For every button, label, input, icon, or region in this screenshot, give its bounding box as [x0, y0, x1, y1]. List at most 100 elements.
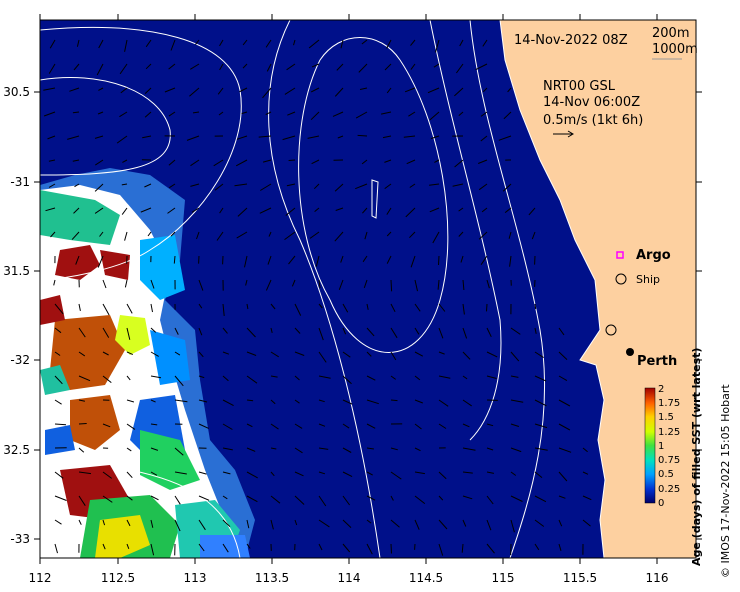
current-vector-icon — [54, 519, 62, 525]
current-vector-icon — [534, 303, 537, 310]
current-vector-icon — [270, 375, 278, 378]
current-vector-icon — [222, 303, 225, 316]
current-vector-icon — [78, 471, 92, 475]
current-vector-icon — [342, 543, 351, 553]
current-vector-icon — [382, 135, 392, 139]
current-vector-icon — [267, 255, 272, 265]
current-source-label: NRT00 GSL — [543, 79, 616, 94]
current-vector-icon — [78, 447, 85, 453]
current-vector-icon — [558, 327, 565, 336]
current-vector-icon — [509, 255, 512, 267]
current-vector-icon — [308, 39, 320, 49]
current-vector-icon — [510, 495, 523, 502]
y-tick-label: 32.5 — [3, 443, 30, 457]
current-vector-icon — [315, 255, 320, 267]
current-vector-icon — [486, 471, 494, 474]
colorbar-tick: 0 — [658, 498, 664, 509]
current-vector-icon — [236, 135, 248, 140]
current-vector-icon — [310, 111, 320, 121]
current-vector-icon — [408, 111, 416, 117]
current-vector-icon — [126, 519, 131, 527]
current-vector-icon — [462, 519, 467, 527]
current-vector-icon — [244, 255, 248, 268]
current-vector-icon — [97, 111, 104, 115]
plot-frame — [39, 19, 697, 559]
current-vector-icon — [73, 207, 80, 214]
current-vector-icon — [126, 399, 135, 403]
current-vector-icon — [246, 375, 258, 384]
current-vector-icon — [126, 423, 136, 430]
colorbar: 2 1.75 1.5 1.25 1 0.75 0.5 0.25 0 — [644, 384, 680, 509]
current-vector-icon — [366, 519, 372, 524]
current-vector-icon — [510, 327, 521, 335]
x-tick-label: 113.5 — [255, 571, 289, 585]
city-label: Perth — [637, 354, 677, 369]
current-vector-icon — [219, 207, 224, 214]
current-vector-icon — [404, 87, 416, 93]
current-vector-icon — [189, 87, 200, 97]
current-vector-icon — [310, 87, 320, 93]
current-vector-icon — [510, 423, 520, 427]
current-vector-icon — [242, 63, 248, 69]
current-vector-icon — [198, 375, 205, 379]
current-vector-icon — [246, 399, 254, 402]
current-vector-icon — [558, 471, 568, 482]
colorbar-tick: 2 — [658, 384, 664, 395]
current-vector-icon — [174, 399, 188, 403]
current-vector-icon — [198, 351, 204, 358]
current-vector-icon — [582, 447, 588, 453]
current-vector-icon — [140, 207, 152, 213]
current-vector-icon — [390, 327, 398, 339]
current-vector-icon — [318, 495, 327, 507]
current-vector-icon — [438, 471, 447, 480]
current-vector-icon — [364, 231, 368, 240]
current-vector-icon — [455, 63, 464, 74]
current-vector-icon — [342, 423, 350, 429]
current-vector-icon — [198, 327, 203, 336]
current-vector-icon — [222, 375, 229, 382]
x-tick-label: 114 — [338, 571, 361, 585]
current-vector-icon — [486, 543, 495, 554]
current-vector-icon — [558, 351, 568, 360]
current-vector-icon — [150, 543, 155, 556]
current-vector-icon — [478, 183, 488, 191]
current-vector-icon — [355, 111, 368, 119]
current-vector-icon — [334, 87, 344, 97]
current-vector-icon — [462, 471, 473, 474]
current-vector-icon — [294, 351, 305, 356]
current-vector-icon — [390, 471, 402, 480]
current-vector-icon — [528, 207, 536, 216]
current-vector-icon — [246, 327, 256, 338]
current-vector-icon — [438, 351, 445, 355]
current-vector-icon — [414, 399, 423, 404]
current-vector-icon — [531, 231, 536, 240]
current-vector-icon — [390, 279, 393, 292]
current-vector-icon — [390, 447, 398, 451]
current-vector-icon — [122, 159, 128, 163]
current-vector-icon — [147, 231, 152, 237]
current-vector-icon — [462, 423, 470, 428]
current-vector-icon — [510, 375, 519, 378]
current-vector-icon — [150, 279, 155, 289]
x-tick-label: 112.5 — [101, 571, 135, 585]
current-vector-icon — [366, 423, 376, 429]
current-vector-icon — [534, 327, 537, 334]
current-vector-icon — [414, 375, 421, 381]
current-vector-icon — [386, 231, 392, 237]
current-vector-icon — [126, 447, 132, 452]
current-vector-icon — [390, 399, 398, 402]
current-vector-icon — [294, 471, 304, 477]
current-vector-icon — [270, 519, 274, 530]
current-vector-icon — [198, 495, 210, 501]
current-vector-icon — [72, 111, 80, 114]
current-vector-icon — [335, 207, 344, 211]
current-vector-icon — [582, 519, 591, 527]
current-vector-icon — [510, 399, 524, 403]
current-vector-icon — [342, 327, 347, 335]
current-vector-icon — [48, 159, 56, 162]
current-vector-icon — [291, 279, 296, 287]
current-vector-icon — [287, 111, 296, 116]
current-vector-icon — [150, 375, 162, 379]
x-tick-label: 116 — [646, 571, 669, 585]
colorbar-tick: 0.25 — [658, 484, 680, 495]
